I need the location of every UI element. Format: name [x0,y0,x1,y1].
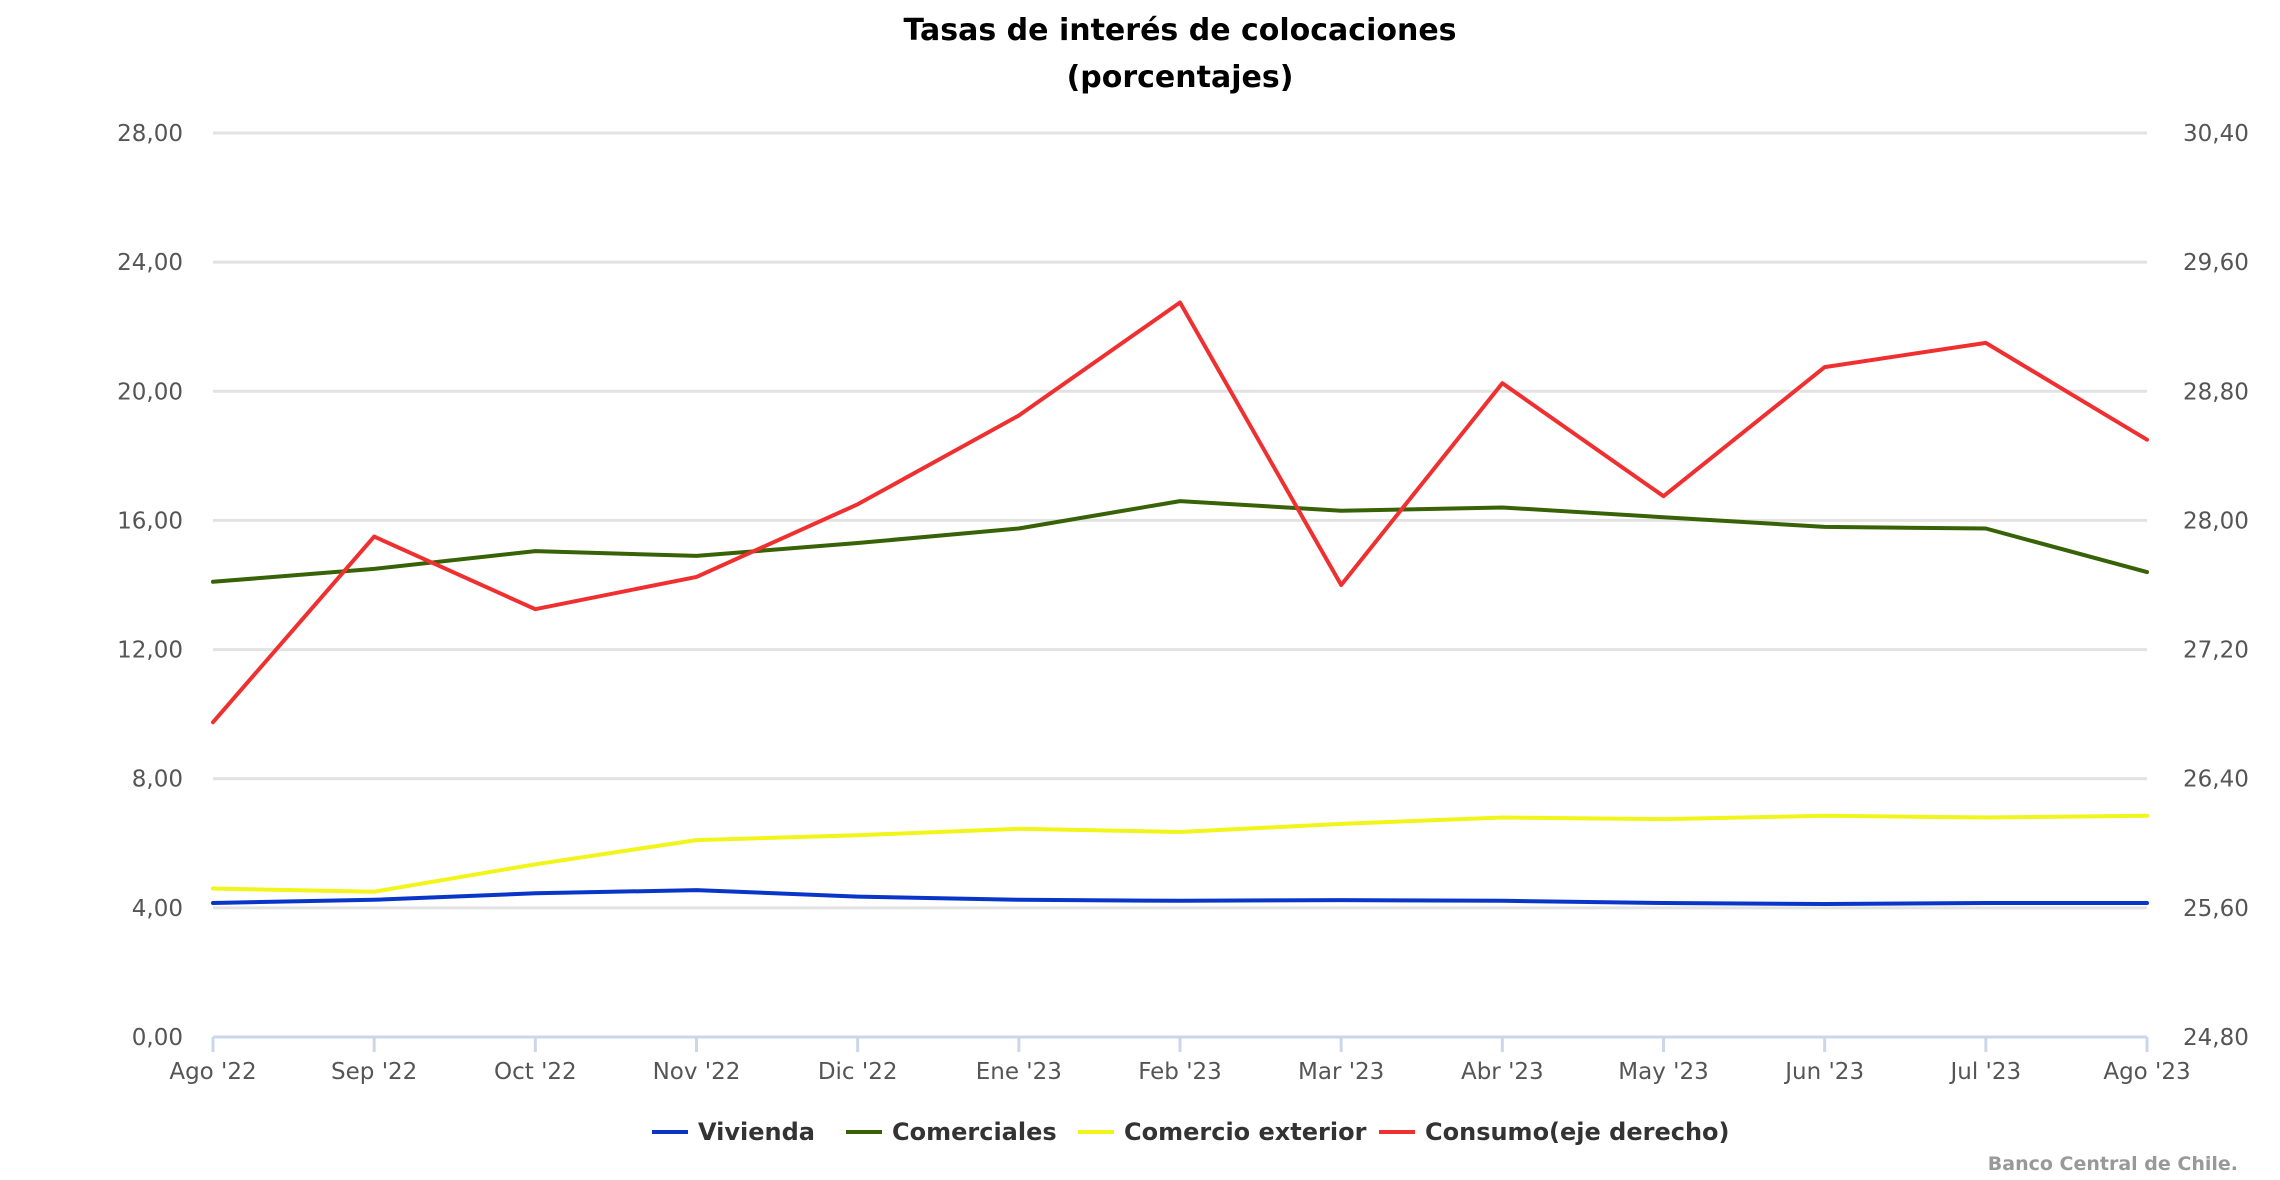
right-y-tick-label: 30,40 [2183,121,2249,147]
chart-title: Tasas de interés de colocaciones [903,13,1456,48]
x-tick-label: Sep '22 [331,1059,417,1085]
series-line-comercio-exterior[interactable] [211,813,2149,894]
x-tick-label: Dic '22 [818,1059,898,1085]
left-y-tick-label: 20,00 [117,379,183,405]
left-y-tick-label: 16,00 [117,508,183,534]
gridlines [213,131,2147,910]
right-y-tick-label: 29,60 [2183,250,2249,276]
legend: Vivienda Comerciales Comercio exterior Cons… [652,1118,1730,1146]
chart-subtitle: (porcentajes) [1067,60,1294,95]
right-y-tick-label: 24,80 [2183,1025,2249,1051]
series-line-vivienda[interactable] [211,888,2149,906]
left-y-tick-label: 4,00 [132,896,183,922]
x-tick-label: Ago '23 [2103,1059,2190,1085]
left-y-tick-label: 0,00 [132,1025,183,1051]
left-y-tick-label: 8,00 [132,767,183,793]
series-line-comerciales[interactable] [211,499,2149,584]
legend-item-comerciales[interactable]: Comerciales [846,1118,1057,1146]
right-y-axis: 24,80 25,60 26,40 27,20 28,00 28,80 29,60 30,40 [2183,121,2249,1051]
right-y-tick-label: 27,20 [2183,638,2249,664]
x-tick-label: Abr '23 [1461,1059,1544,1085]
credit-text[interactable]: Banco Central de Chile. [1988,1153,2238,1175]
x-axis: Ago '22 Sep '22 Oct '22 Nov '22 Dic '22 Ene '… [169,1035,2191,1085]
legend-label: Vivienda [698,1118,815,1146]
series-line-consumo-eje-derecho[interactable] [211,300,2149,725]
right-y-tick-label: 28,80 [2183,379,2249,405]
x-tick-label: May '23 [1618,1059,1708,1085]
left-y-tick-label: 28,00 [117,121,183,147]
left-y-tick-label: 24,00 [117,250,183,276]
x-tick-label: Mar '23 [1298,1059,1384,1085]
right-y-tick-label: 25,60 [2183,896,2249,922]
x-tick-label: Jul '23 [1949,1059,2022,1085]
x-tick-label: Feb '23 [1138,1059,1222,1085]
series-lines [211,300,2149,906]
left-y-tick-label: 12,00 [117,638,183,664]
right-y-tick-label: 26,40 [2183,767,2249,793]
left-y-axis: 0,00 4,00 8,00 12,00 16,00 20,00 24,00 28,00 [117,121,183,1051]
legend-label: Comerciales [892,1118,1057,1146]
x-tick-label: Jun '23 [1783,1059,1864,1085]
legend-item-consumo-eje-derecho[interactable]: Consumo(eje derecho) [1379,1118,1730,1146]
x-tick-label: Ene '23 [976,1059,1062,1085]
x-tick-label: Ago '22 [169,1059,256,1085]
legend-label: Comercio exterior [1124,1118,1367,1146]
legend-item-comercio-exterior[interactable]: Comercio exterior [1078,1118,1367,1146]
right-y-tick-label: 28,00 [2183,508,2249,534]
legend-item-vivienda[interactable]: Vivienda [652,1118,815,1146]
legend-label: Consumo(eje derecho) [1425,1118,1730,1146]
x-tick-label: Oct '22 [494,1059,577,1085]
x-tick-label: Nov '22 [653,1059,741,1085]
